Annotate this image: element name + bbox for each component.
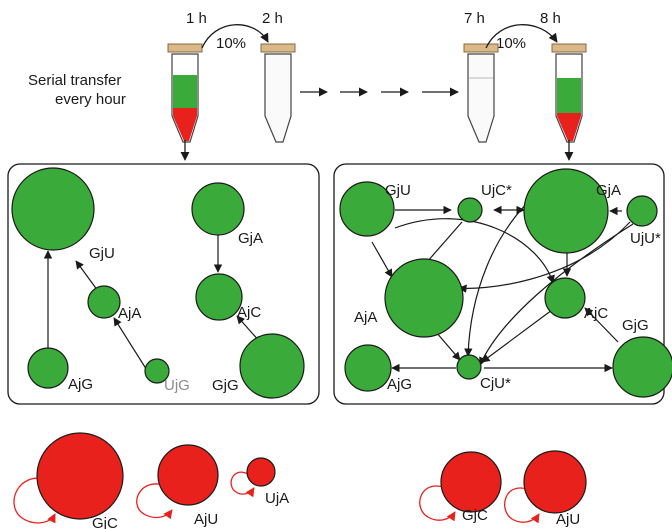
edge-UjU-AjA (458, 221, 631, 293)
svg-text:GjC: GjC (92, 515, 118, 529)
svg-text:UjU*: UjU* (630, 230, 661, 247)
node-GjA: GjA (191, 182, 263, 247)
self-replicators-right: GjC AjU (419, 450, 587, 528)
svg-text:UjG: UjG (164, 377, 190, 394)
edge-UjU-CjU (479, 223, 634, 366)
node-AjG: AjG (344, 344, 412, 393)
time-label-2h: 2 h (262, 10, 283, 27)
node-AjC: AjC (544, 277, 608, 322)
transfer-label-left: 10% (216, 35, 246, 52)
node-GjG: GjG (612, 317, 672, 398)
svg-text:GjG: GjG (212, 377, 239, 394)
transfer-arc-right (485, 24, 558, 49)
svg-text:UjA: UjA (265, 490, 289, 507)
svg-text:GjA: GjA (596, 182, 621, 199)
svg-text:AjC: AjC (584, 305, 608, 322)
svg-text:AjU: AjU (194, 511, 218, 528)
svg-text:AjU: AjU (556, 511, 580, 528)
self-replicator-AjU: AjU (136, 444, 219, 528)
every-hour-label: every hour (55, 91, 126, 108)
svg-text:CjU*: CjU* (480, 375, 511, 392)
svg-text:AjA: AjA (118, 305, 141, 322)
node-GjU: GjU (11, 167, 115, 262)
node-AjA: AjA (354, 258, 464, 338)
node-AjC: AjC (195, 273, 261, 321)
tube-7h (463, 43, 499, 143)
self-replicator-GjC: GjC (419, 451, 502, 524)
svg-text:AjG: AjG (68, 376, 93, 393)
svg-text:GjU: GjU (385, 182, 411, 199)
svg-text:GjC: GjC (462, 507, 488, 524)
time-label-1h: 1 h (186, 10, 207, 27)
edge-GjG-AjC (584, 307, 619, 343)
tube-1h (167, 43, 203, 143)
left-network-panel: GjU AjA AjG UjG GjA AjC GjG (7, 163, 320, 405)
node-GjA: GjA (523, 168, 621, 254)
right-panel-frame (333, 163, 665, 405)
edge-UjG-AjA (113, 317, 151, 376)
edge-AjA-GjU (75, 260, 99, 292)
serial-transfer-label: Serial transfer (28, 72, 121, 89)
self-replicator-GjC: GjC (13, 432, 124, 529)
self-replicator-AjU: AjU (504, 450, 587, 528)
time-label-8h: 8 h (540, 10, 561, 27)
self-replicators-left: GjC AjU UjA (13, 432, 289, 529)
transfer-label-right: 10% (496, 35, 526, 52)
node-GjU: GjU (339, 181, 411, 237)
node-UjG: UjG (144, 358, 190, 394)
header: 1 h 2 h 7 h 8 h 10% 10% Serial transfer … (28, 10, 587, 161)
right-network-panel: GjU UjC* GjA UjU* AjA AjC GjG AjG (333, 163, 672, 405)
node-UjC: UjC* (457, 182, 512, 223)
left-panel-frame (7, 163, 320, 405)
node-AjA: AjA (87, 285, 141, 322)
edge-GjU-AjC (394, 218, 555, 284)
edge-AjA-GjU (371, 241, 393, 278)
tube-2h (260, 43, 296, 143)
node-UjU: UjU* (626, 195, 661, 247)
self-replicator-UjA: UjA (230, 457, 289, 507)
svg-text:AjC: AjC (237, 304, 261, 321)
node-CjU: CjU* (456, 354, 511, 392)
svg-text:AjG: AjG (387, 376, 412, 393)
tube-8h (551, 43, 587, 143)
transfer-arc-left (201, 24, 269, 49)
edge-AjC-CjU (481, 309, 553, 363)
svg-text:GjA: GjA (238, 230, 263, 247)
svg-text:GjU: GjU (89, 245, 115, 262)
svg-text:AjA: AjA (354, 309, 377, 326)
node-AjG: AjG (27, 347, 93, 393)
time-label-7h: 7 h (464, 10, 485, 27)
svg-text:GjG: GjG (622, 317, 649, 334)
svg-text:UjC*: UjC* (481, 182, 512, 199)
node-GjG: GjG (212, 333, 305, 399)
